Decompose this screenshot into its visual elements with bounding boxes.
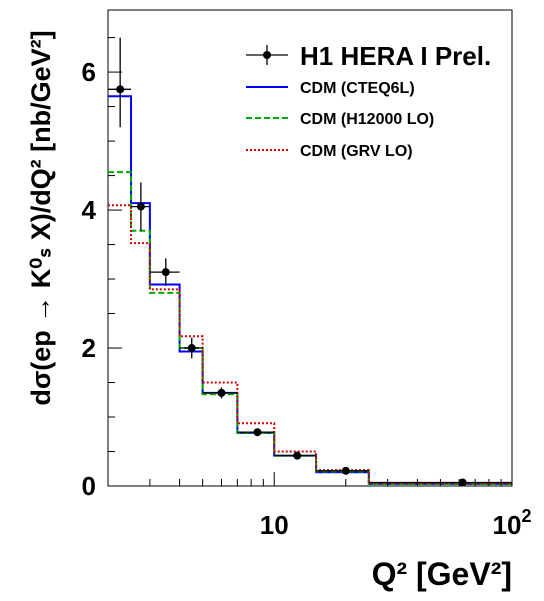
- data-point: [316, 466, 369, 475]
- x-tick-label: 10: [260, 510, 289, 540]
- data-marker: [161, 268, 170, 277]
- x-tick-label: 102: [493, 506, 532, 540]
- data-point: [131, 182, 150, 231]
- data-point: [274, 451, 317, 460]
- data-marker: [217, 388, 226, 397]
- data-point: [202, 387, 238, 399]
- data-marker: [293, 451, 302, 460]
- legend-series-label: CDM (H12000 LO): [300, 111, 434, 128]
- y-tick-label: 2: [82, 333, 96, 363]
- y-tick-label: 4: [82, 195, 97, 225]
- y-tick-label: 0: [82, 471, 96, 501]
- legend: H1 HERA I Prel. CDM (CTEQ6L) CDM (H12000 L…: [246, 41, 491, 160]
- x-axis-label: Q² [GeV²]: [372, 556, 512, 592]
- data-marker: [458, 478, 467, 487]
- data-point: [179, 337, 203, 359]
- legend-data-marker: [263, 51, 271, 59]
- data-points-layer: [108, 37, 512, 487]
- axis-ticks: 0 2 4 6 10 102: [82, 37, 532, 540]
- y-axis-label: dσ(ep → K⁰ₛ X)/dQ² [nb/GeV²]: [26, 30, 56, 405]
- data-point: [237, 428, 275, 437]
- data-marker: [116, 85, 125, 94]
- data-marker: [136, 202, 145, 211]
- plot-frame: [107, 9, 513, 487]
- legend-series-label: CDM (GRV LO): [300, 143, 413, 160]
- series-line: [108, 171, 512, 485]
- data-point: [108, 37, 132, 128]
- data-marker: [187, 344, 196, 353]
- plot-border: [107, 9, 513, 487]
- series-line: [108, 204, 512, 485]
- data-marker: [341, 466, 350, 475]
- y-tick-label: 6: [82, 57, 96, 87]
- data-marker: [253, 428, 262, 437]
- data-point: [149, 258, 180, 286]
- legend-data-label: H1 HERA I Prel.: [300, 41, 491, 71]
- legend-series-label: CDM (CTEQ6L): [300, 80, 415, 97]
